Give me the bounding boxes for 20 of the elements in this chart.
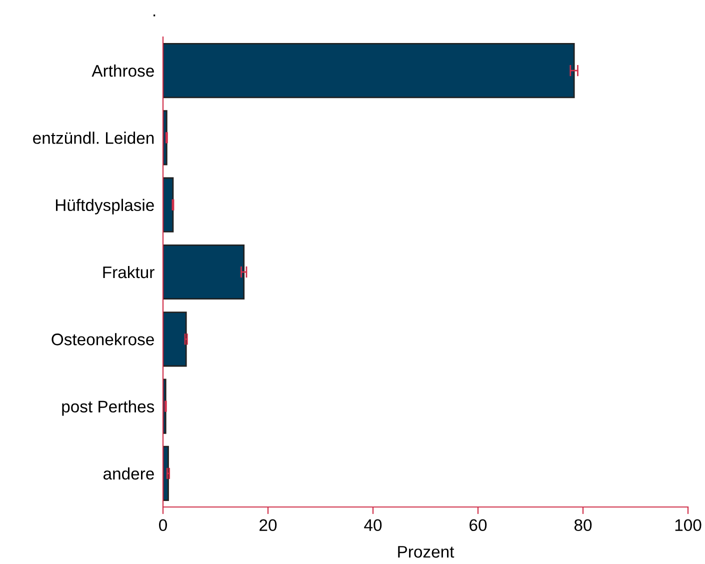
- bar: [163, 244, 245, 300]
- y-tick-label: Fraktur: [103, 266, 154, 278]
- bar: [163, 43, 575, 98]
- x-axis-title: Prozent: [398, 546, 454, 558]
- y-tick-label: Osteonekrose: [52, 333, 154, 346]
- x-tick-label: 100: [675, 519, 702, 532]
- x-tick-label: 0: [159, 519, 167, 532]
- y-tick-label: Hüftdysplasie: [56, 198, 154, 214]
- x-tick-label: 80: [574, 519, 592, 532]
- chart-title: .: [154, 14, 156, 16]
- bar: [163, 446, 169, 501]
- y-tick-label: post Perthes: [62, 400, 154, 416]
- y-tick-label: andere: [103, 467, 154, 480]
- bar: [163, 312, 187, 367]
- y-tick-label: entzündl. Leiden: [33, 132, 154, 144]
- bar: [163, 177, 174, 232]
- x-tick-label: 60: [470, 519, 487, 532]
- x-tick-label: 40: [364, 519, 382, 532]
- x-tick-label: 20: [260, 519, 277, 532]
- y-tick-label: Arthrose: [92, 64, 154, 77]
